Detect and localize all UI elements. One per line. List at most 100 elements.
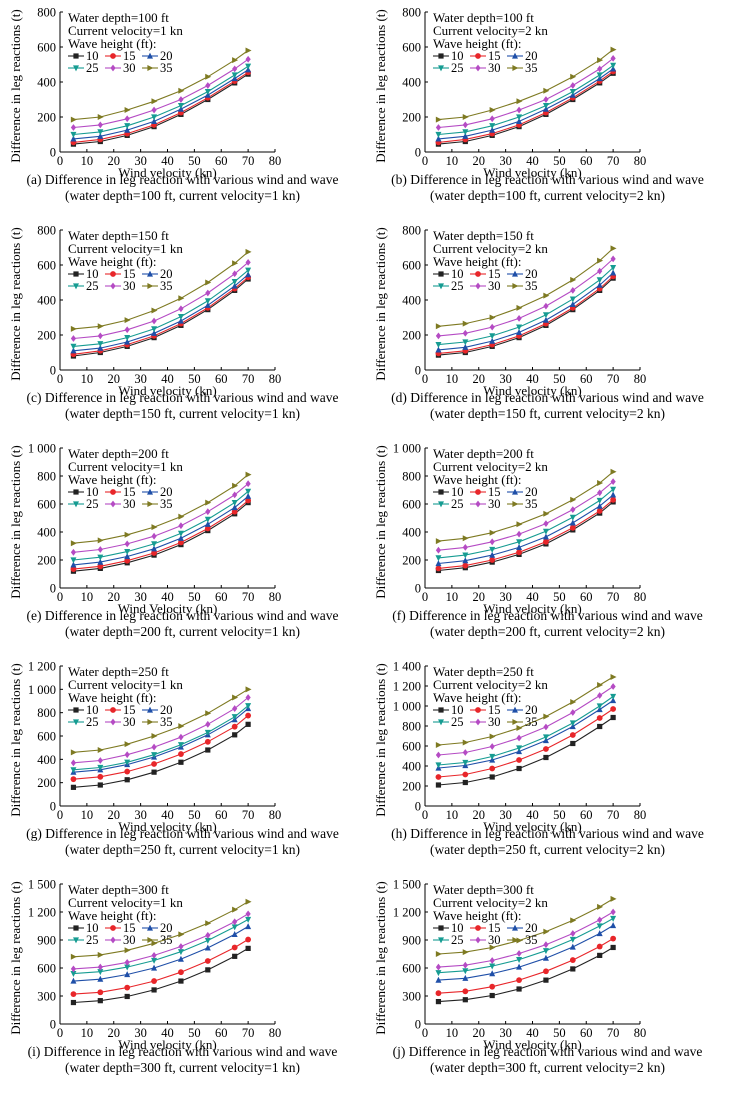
data-point-20 [610, 269, 617, 276]
y-tick-label: 600 [37, 962, 56, 976]
legend-marker-35 [147, 719, 154, 725]
legend-marker-25 [438, 283, 444, 290]
legend-label-10: 10 [86, 49, 99, 63]
x-tick-label: 20 [473, 154, 486, 168]
water-depth-label: Water depth=250 ft [68, 664, 169, 679]
data-point-25 [204, 729, 211, 736]
y-axis-label: Difference in leg reactions (t) [373, 881, 388, 1035]
legend-label-35: 35 [525, 497, 538, 511]
data-point-15 [435, 990, 442, 997]
legend-marker-20 [147, 924, 153, 931]
data-point-15 [610, 706, 617, 712]
x-tick-label: 20 [108, 154, 121, 168]
data-point-25 [435, 555, 442, 562]
data-point-25 [97, 129, 104, 136]
legend-title: Wave height (ft): [68, 36, 156, 51]
data-point-30 [232, 918, 238, 926]
data-point-10 [489, 992, 495, 999]
x-axis-label: Wind velocity (kn) [483, 165, 581, 180]
data-point-20 [569, 519, 576, 526]
y-tick-label: 0 [50, 1018, 56, 1032]
data-point-25 [542, 103, 549, 110]
x-tick-label: 80 [634, 808, 647, 822]
data-point-30 [543, 302, 549, 310]
data-point-25 [97, 764, 104, 771]
y-tick-label: 200 [402, 329, 421, 343]
data-point-35 [205, 920, 212, 927]
data-point-25 [569, 89, 576, 96]
data-point-25 [124, 335, 131, 342]
data-point-25 [245, 488, 252, 495]
series-line-20 [73, 274, 249, 352]
legend-marker-15 [475, 925, 481, 931]
data-point-10 [597, 723, 603, 730]
caption-line-1: (f) Difference in leg reaction with vari… [392, 608, 703, 623]
legend-label-10: 10 [86, 267, 99, 281]
chart-caption: (h) Difference in leg reaction with vari… [365, 826, 730, 858]
data-point-20 [596, 930, 603, 937]
data-point-30 [124, 959, 130, 966]
legend-title: Wave height (ft): [433, 36, 521, 51]
data-point-35 [151, 98, 158, 105]
data-point-25 [70, 767, 77, 774]
legend-marker-25 [73, 719, 79, 726]
y-tick-label: 200 [402, 111, 421, 125]
x-axis-label: Wind velocity (kn) [483, 383, 581, 398]
data-point-35 [489, 314, 496, 321]
legend-marker-20 [147, 706, 153, 713]
data-point-10 [516, 986, 522, 992]
chart-panel-g: 0 10 20 30 40 50 60 70 80 0 200 400 600 800 1 000 1 200… [0, 654, 360, 870]
data-point-20 [542, 316, 549, 323]
data-point-35 [462, 949, 469, 956]
data-point-20 [516, 117, 523, 124]
legend-label-35: 35 [525, 279, 538, 293]
data-point-25 [596, 277, 603, 284]
data-point-15 [245, 712, 252, 719]
data-point-25 [231, 72, 238, 79]
data-point-25 [596, 923, 603, 930]
caption-line-2: (water depth=200 ft, current velocity=1 … [65, 624, 300, 639]
data-point-10 [178, 978, 184, 984]
current-velocity-label: Current velocity=2 kn [433, 23, 548, 38]
x-tick-label: 10 [446, 1026, 459, 1040]
x-axis-label: Wind velocity (kn) [118, 819, 216, 834]
series-line-35 [438, 247, 614, 327]
legend-label-15: 15 [488, 267, 501, 281]
data-point-35 [543, 87, 550, 94]
data-point-30 [178, 943, 184, 950]
data-point-25 [462, 552, 469, 559]
x-tick-label: 70 [607, 808, 620, 822]
data-point-20 [435, 346, 442, 353]
data-point-35 [178, 931, 185, 938]
y-tick-label: 900 [402, 934, 421, 948]
data-point-15 [543, 968, 549, 975]
data-point-35 [245, 898, 252, 905]
data-point-30 [245, 258, 251, 266]
legend-marker-25 [73, 501, 79, 508]
x-tick-label: 40 [526, 154, 539, 168]
data-point-35 [516, 521, 523, 528]
data-point-10 [124, 777, 130, 783]
legend-marker-15 [475, 707, 481, 713]
data-point-25 [124, 123, 131, 130]
caption-line-1: (i) Difference in leg reaction with vari… [27, 1044, 338, 1059]
legend-label-30: 30 [488, 715, 501, 729]
legend-label-35: 35 [160, 61, 173, 75]
y-axis-label: Difference in leg reactions (t) [8, 663, 23, 817]
x-tick-label: 50 [188, 372, 201, 386]
legend-marker-15 [110, 925, 116, 931]
data-point-30 [151, 106, 157, 114]
legend-marker-10 [438, 925, 444, 931]
data-point-35 [462, 320, 469, 327]
data-point-25 [489, 963, 496, 970]
data-point-10 [70, 999, 77, 1006]
chart-panel-i: 0 10 20 30 40 50 60 70 80 0 300 600 900 1 200 1 500 Win… [0, 872, 360, 1088]
chart-panel-f: 0 10 20 30 40 50 60 70 80 0 200 400 600 800 1 000 Wind … [365, 436, 725, 652]
x-tick-label: 10 [81, 808, 94, 822]
data-point-30 [205, 931, 211, 939]
data-point-20 [177, 317, 184, 324]
x-tick-label: 0 [422, 1026, 428, 1040]
data-point-20 [489, 970, 496, 977]
x-tick-label: 0 [57, 154, 63, 168]
